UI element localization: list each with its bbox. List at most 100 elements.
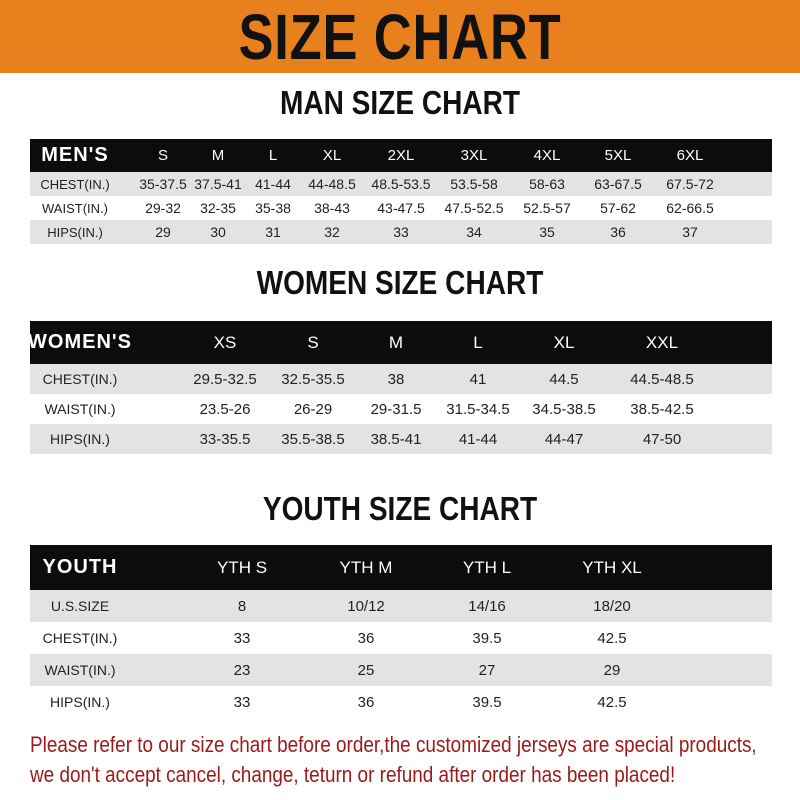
table-cell: 63-67.5 <box>594 176 642 192</box>
table-row: CHEST(IN.) 35-37.5 37.5-41 41-44 44-48.5 48.5… <box>30 172 772 196</box>
table-cell: 18/20 <box>593 597 631 615</box>
table-cell: 35-38 <box>255 200 291 216</box>
table-cell: 42.5 <box>597 629 627 647</box>
table-cell: 58-63 <box>529 176 565 192</box>
table-cell: 6XL <box>676 147 704 164</box>
row-label: HIPS(IN.) <box>47 224 103 240</box>
row-label: U.S.SIZE <box>50 598 110 614</box>
table-cell: 53.5-58 <box>450 176 498 192</box>
table-cell: L <box>268 147 278 164</box>
table-cell: 2XL <box>387 147 415 164</box>
table-cell: XL <box>322 147 342 164</box>
table-cell: YTH S <box>216 557 268 577</box>
table-cell: 41-44 <box>255 176 291 192</box>
table-cell: 43-47.5 <box>377 200 425 216</box>
table-cell: 14/16 <box>468 597 506 615</box>
table-cell: 52.5-57 <box>523 200 571 216</box>
table-cell: 35-37.5 <box>139 176 187 192</box>
row-label: HIPS(IN.) <box>50 431 110 447</box>
table-row: HIPS(IN.) 29 30 31 32 33 34 35 36 37 <box>30 220 772 244</box>
women-section-title: WOMEN SIZE CHART <box>256 264 544 301</box>
table-cell: 36 <box>357 629 375 647</box>
table-cell: 39.5 <box>472 693 502 711</box>
table-cell: 29-32 <box>145 200 181 216</box>
table-title-cell: WOMEN'S <box>28 331 132 353</box>
table-cell: 30 <box>210 224 226 240</box>
table-cell: 47.5-52.5 <box>444 200 504 216</box>
table-row: WAIST(IN.) 29-32 32-35 35-38 38-43 43-47.5 47.… <box>30 196 772 220</box>
notice-line-2: we don't accept cancel, change, teturn o… <box>30 762 676 787</box>
table-cell: YTH L <box>462 557 512 577</box>
table-row: CHEST(IN.) 33 36 39.5 42.5 <box>30 622 772 654</box>
table-title-cell: YOUTH <box>42 556 118 578</box>
table-cell: 47-50 <box>642 430 682 448</box>
table-cell: 67.5-72 <box>666 176 714 192</box>
row-label: WAIST(IN.) <box>44 662 116 678</box>
table-header-row: WOMEN'S XS S M L XL XXL <box>28 321 772 364</box>
table-row: CHEST(IN.) 29.5-32.5 32.5-35.5 38 41 44.5 44.5… <box>30 364 772 394</box>
table-cell: 34 <box>466 224 482 240</box>
row-label: CHEST(IN.) <box>40 176 110 192</box>
table-row: HIPS(IN.) 33-35.5 35.5-38.5 38.5-41 41-44 44-… <box>30 424 772 454</box>
table-cell: 29.5-32.5 <box>193 370 257 388</box>
row-label: WAIST(IN.) <box>42 200 108 216</box>
table-cell: 62-66.5 <box>666 200 714 216</box>
table-cell: YTH XL <box>582 557 642 577</box>
table-row: WAIST(IN.) 23.5-26 26-29 29-31.5 31.5-34.5 34… <box>30 394 772 424</box>
table-cell: 32-35 <box>200 200 236 216</box>
table-cell: M <box>211 147 225 164</box>
row-label: HIPS(IN.) <box>50 694 110 710</box>
table-cell: 44-47 <box>544 430 584 448</box>
table-cell: 48.5-53.5 <box>371 176 431 192</box>
table-cell: 32.5-35.5 <box>281 370 345 388</box>
table-cell: 29 <box>603 661 621 679</box>
table-row: HIPS(IN.) 33 36 39.5 42.5 <box>30 686 772 718</box>
row-label: WAIST(IN.) <box>44 401 116 417</box>
table-cell: 33 <box>233 629 251 647</box>
table-row: WAIST(IN.) 23 25 27 29 <box>30 654 772 686</box>
table-cell: YTH M <box>339 557 393 577</box>
table-cell: M <box>388 332 404 352</box>
table-cell: 39.5 <box>472 629 502 647</box>
table-cell: 38 <box>387 370 405 388</box>
title-banner: SIZE CHART <box>0 0 800 73</box>
table-cell: 44.5 <box>549 370 579 388</box>
table-cell: 38-43 <box>314 200 350 216</box>
table-cell: 10/12 <box>347 597 385 615</box>
notice-line-1: Please refer to our size chart before or… <box>30 732 757 757</box>
table-cell: 25 <box>357 661 375 679</box>
table-cell: 29-31.5 <box>370 400 422 418</box>
table-cell: 8 <box>237 597 247 615</box>
row-label: CHEST(IN.) <box>42 371 118 387</box>
table-cell: 37 <box>682 224 698 240</box>
banner-title: SIZE CHART <box>238 1 562 73</box>
table-cell: 29 <box>155 224 171 240</box>
table-cell: S <box>307 332 319 352</box>
table-cell: 42.5 <box>597 693 627 711</box>
table-title-cell: MEN'S <box>41 144 109 166</box>
table-cell: 33 <box>393 224 409 240</box>
table-cell: 57-62 <box>600 200 636 216</box>
row-label: CHEST(IN.) <box>42 630 118 646</box>
table-cell: 31.5-34.5 <box>446 400 510 418</box>
table-cell: 23 <box>233 661 251 679</box>
table-cell: L <box>473 332 483 352</box>
table-cell: 32 <box>324 224 340 240</box>
table-cell: 41 <box>469 370 487 388</box>
table-cell: 37.5-41 <box>194 176 242 192</box>
youth-section-title: YOUTH SIZE CHART <box>262 490 538 527</box>
table-header-row: MEN'S S M L XL 2XL 3XL 4XL 5XL 6XL <box>30 139 772 172</box>
table-cell: 34.5-38.5 <box>532 400 596 418</box>
table-cell: S <box>157 147 169 164</box>
table-cell: 41-44 <box>458 430 498 448</box>
table-cell: 5XL <box>604 147 632 164</box>
table-header-row: YOUTH YTH S YTH M YTH L YTH XL <box>30 545 772 590</box>
table-cell: 4XL <box>533 147 561 164</box>
table-cell: 38.5-41 <box>370 430 422 448</box>
table-row: U.S.SIZE 8 10/12 14/16 18/20 <box>30 590 772 622</box>
table-cell: 35.5-38.5 <box>281 430 345 448</box>
men-section-title: MAN SIZE CHART <box>280 84 520 121</box>
table-cell: 33 <box>233 693 251 711</box>
table-cell: 35 <box>539 224 555 240</box>
table-cell: 33-35.5 <box>199 430 251 448</box>
